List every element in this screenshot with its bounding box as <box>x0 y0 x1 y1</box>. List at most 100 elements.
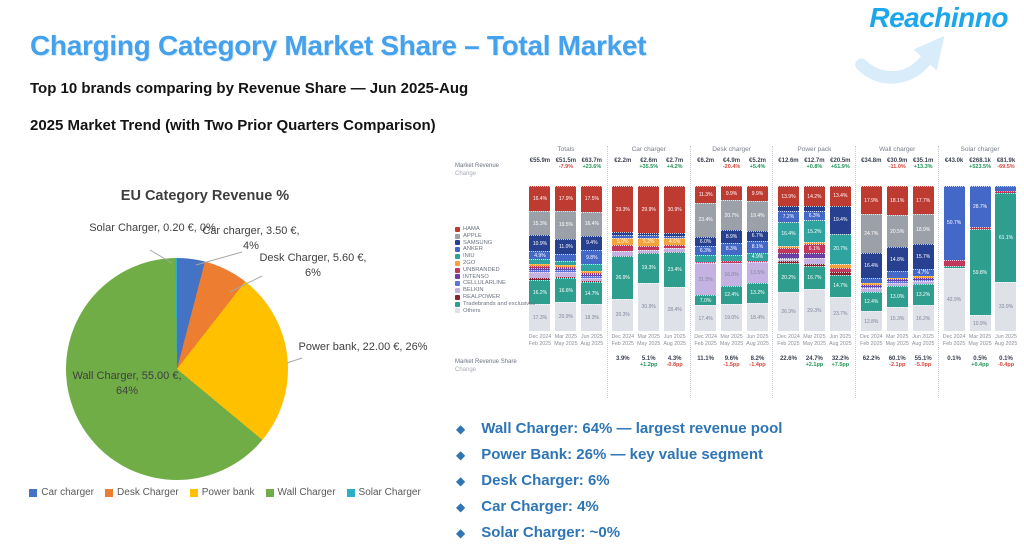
share-value: 5.1% <box>641 355 656 362</box>
revenue-cell: €6.2m <box>693 158 719 184</box>
period-label: Mar 2025 May 2025 <box>719 334 744 347</box>
bar-segment-belkin <box>529 271 551 279</box>
share-value: 0.5% <box>973 355 987 362</box>
change-value: +0.8% <box>806 164 823 170</box>
change-value <box>527 356 553 363</box>
revenue-value: €34.8m <box>861 158 882 164</box>
legend-swatch <box>189 488 198 497</box>
revenue-cell: €35.1m +13.3% <box>910 158 936 184</box>
change-value <box>579 356 605 363</box>
bar-segment-anker <box>886 270 908 278</box>
legend-swatch <box>455 308 460 314</box>
bar-group-title: Totals <box>557 146 575 153</box>
change-value: +35.5% <box>639 164 659 170</box>
bar-segment-samsung: 14.8% <box>886 247 908 271</box>
revenue-cell: €43.0k <box>941 158 967 184</box>
bar-segment-2go <box>555 265 577 267</box>
brand-legend-item: Tradebrands and exclusives <box>455 301 535 308</box>
bar-segment-samsung <box>664 233 686 236</box>
revenue-value: €6.2m <box>697 158 715 164</box>
bar-segment-belkin <box>886 282 908 287</box>
revenue-value: €2.7m <box>666 158 684 164</box>
period-label: Dec 2024 Feb 2025 <box>611 334 635 347</box>
revenue-value: €81.9k <box>996 158 1016 164</box>
change-value: +7.5pp <box>831 361 850 368</box>
brand-legend-item: CELLULARLINE <box>455 280 535 287</box>
bar-segment-others: 19.0% <box>721 303 743 331</box>
share-cell: 5.1% +1.2pp <box>636 356 662 369</box>
insight-text: Car Charger: 4% <box>481 498 599 515</box>
bar-segment-intenso <box>529 267 551 270</box>
bar-segment-tradebrands-and-exclusives: 14.7% <box>581 282 603 305</box>
bar-segment-hama: 11.3% <box>695 186 717 203</box>
bar-segment-others: 30.9% <box>638 282 660 331</box>
pie-legend-item: Power bank <box>189 487 255 498</box>
revenue-value: €5.2m <box>749 158 767 164</box>
brand-legend-item: UNBRANDED <box>455 267 535 274</box>
logo-text: Reachinno <box>869 2 1008 33</box>
change-value: +0.4pp <box>971 361 989 368</box>
bar-segment-belkin: 13.5% <box>747 262 768 283</box>
bar-segment-2go <box>529 264 551 267</box>
share-value: 0.1% <box>947 355 961 362</box>
revenue-value: €4.9m <box>723 158 741 164</box>
bar-segment-others: 26.3% <box>777 292 799 331</box>
period-label: Dec 2024 Feb 2025 <box>777 334 800 347</box>
change-value <box>610 164 636 171</box>
share-cell: 22.6% <box>775 356 801 369</box>
bar-cell: 9.9% 20.7% 8.9% 8.3% 16.0% 12.4% 19.0% <box>719 186 745 331</box>
brand-legend-item: ANKER <box>455 246 535 253</box>
bar-segment-apple: 19.4% <box>747 201 768 231</box>
bar-segment-belkin: 16.0% <box>721 263 743 287</box>
period-label: Dec 2024 Feb 2025 <box>528 334 552 347</box>
bar-cell: 9.9% 19.4% 6.7% 8.1% 4.9% 13.5% 13.2% 18.4% <box>745 186 771 331</box>
bar-segment-belkin <box>803 257 825 265</box>
change-value: +13.3% <box>913 164 933 170</box>
share-value: 3.9% <box>615 355 630 362</box>
bar-segment-belkin <box>912 281 934 285</box>
diamond-bullet-icon: ◆ <box>456 422 466 436</box>
pie-legend-item: Car charger <box>29 487 94 498</box>
revenue-cell: €30.9m -11.0% <box>884 158 910 184</box>
pie-legend-item: Wall Charger <box>265 487 336 498</box>
brand-name: BELKIN <box>463 287 484 294</box>
bar-segment-others: 17.3% <box>529 304 551 331</box>
bar-group-car-charger: Car charger €2.2m €2.6m +35.5% €2.7m +4.2% 29.… <box>606 146 690 398</box>
bar-segment-tradebrands-and-exclusives: 19.3% <box>638 252 660 283</box>
revenue-value: €43.0k <box>944 158 964 164</box>
diamond-bullet-icon: ◆ <box>456 474 466 488</box>
bar-segment-tradebrands-and-exclusives: 7.0% <box>695 295 717 306</box>
revenue-cell: €55.9m <box>527 158 553 184</box>
bar-group-desk-charger: Desk charger €6.2m €4.9m -20.4% €5.2m +5.4% 11… <box>689 146 773 398</box>
bar-segment-iniu <box>695 255 717 262</box>
pie-label-power-bank: Power bank, 22.00 €, 26% <box>298 341 428 353</box>
share-value: 4.3% <box>667 355 682 362</box>
brand-name: INIU <box>463 253 475 260</box>
bar-segment-tradebrands-and-exclusives: 12.4% <box>860 291 882 312</box>
bar-segment-others: 17.4% <box>695 305 717 331</box>
revenue-cell: €2.6m +35.5% <box>636 158 662 184</box>
bar-segment-2go <box>777 245 799 248</box>
pie-label-desk-charger: Desk Charger, 5.60 €, 6% <box>259 252 367 279</box>
share-cell: 0.5% +0.4pp <box>967 356 993 369</box>
bar-segment-anker <box>995 186 1017 192</box>
change-value <box>553 356 579 363</box>
bar-segment-others: 18.3% <box>581 304 603 331</box>
stacked-bar: 9.9% 19.4% 6.7% 8.1% 4.9% 13.5% 13.2% 18.4% <box>747 186 768 331</box>
revenue-value: €30.9m <box>887 158 908 164</box>
change-value: +61.9% <box>830 164 850 170</box>
bar-segment-intenso <box>803 252 825 258</box>
bar-segment-iniu <box>529 258 551 265</box>
stacked-bar: 61.1% 33.9% <box>995 186 1017 331</box>
bar-cell: 30.9% 4.6% 23.4% 28.4% <box>662 186 688 331</box>
logo-arrow-icon <box>855 35 945 84</box>
period-label: Jun 2025 Aug 2025 <box>746 334 769 347</box>
legend-swatch <box>455 267 460 273</box>
revenue-cell: €2.7m +4.2% <box>662 158 688 184</box>
change-value <box>941 362 967 369</box>
bar-segment-realpower <box>555 277 577 279</box>
bar-segment-unbranded <box>695 261 717 264</box>
brand-name: APPLE <box>463 232 482 239</box>
bar-segment-hama: 17.9% <box>860 186 882 215</box>
dashboard-left-column: Market Revenue Change HAMA APPLE SAMSUNG AN… <box>455 146 535 398</box>
